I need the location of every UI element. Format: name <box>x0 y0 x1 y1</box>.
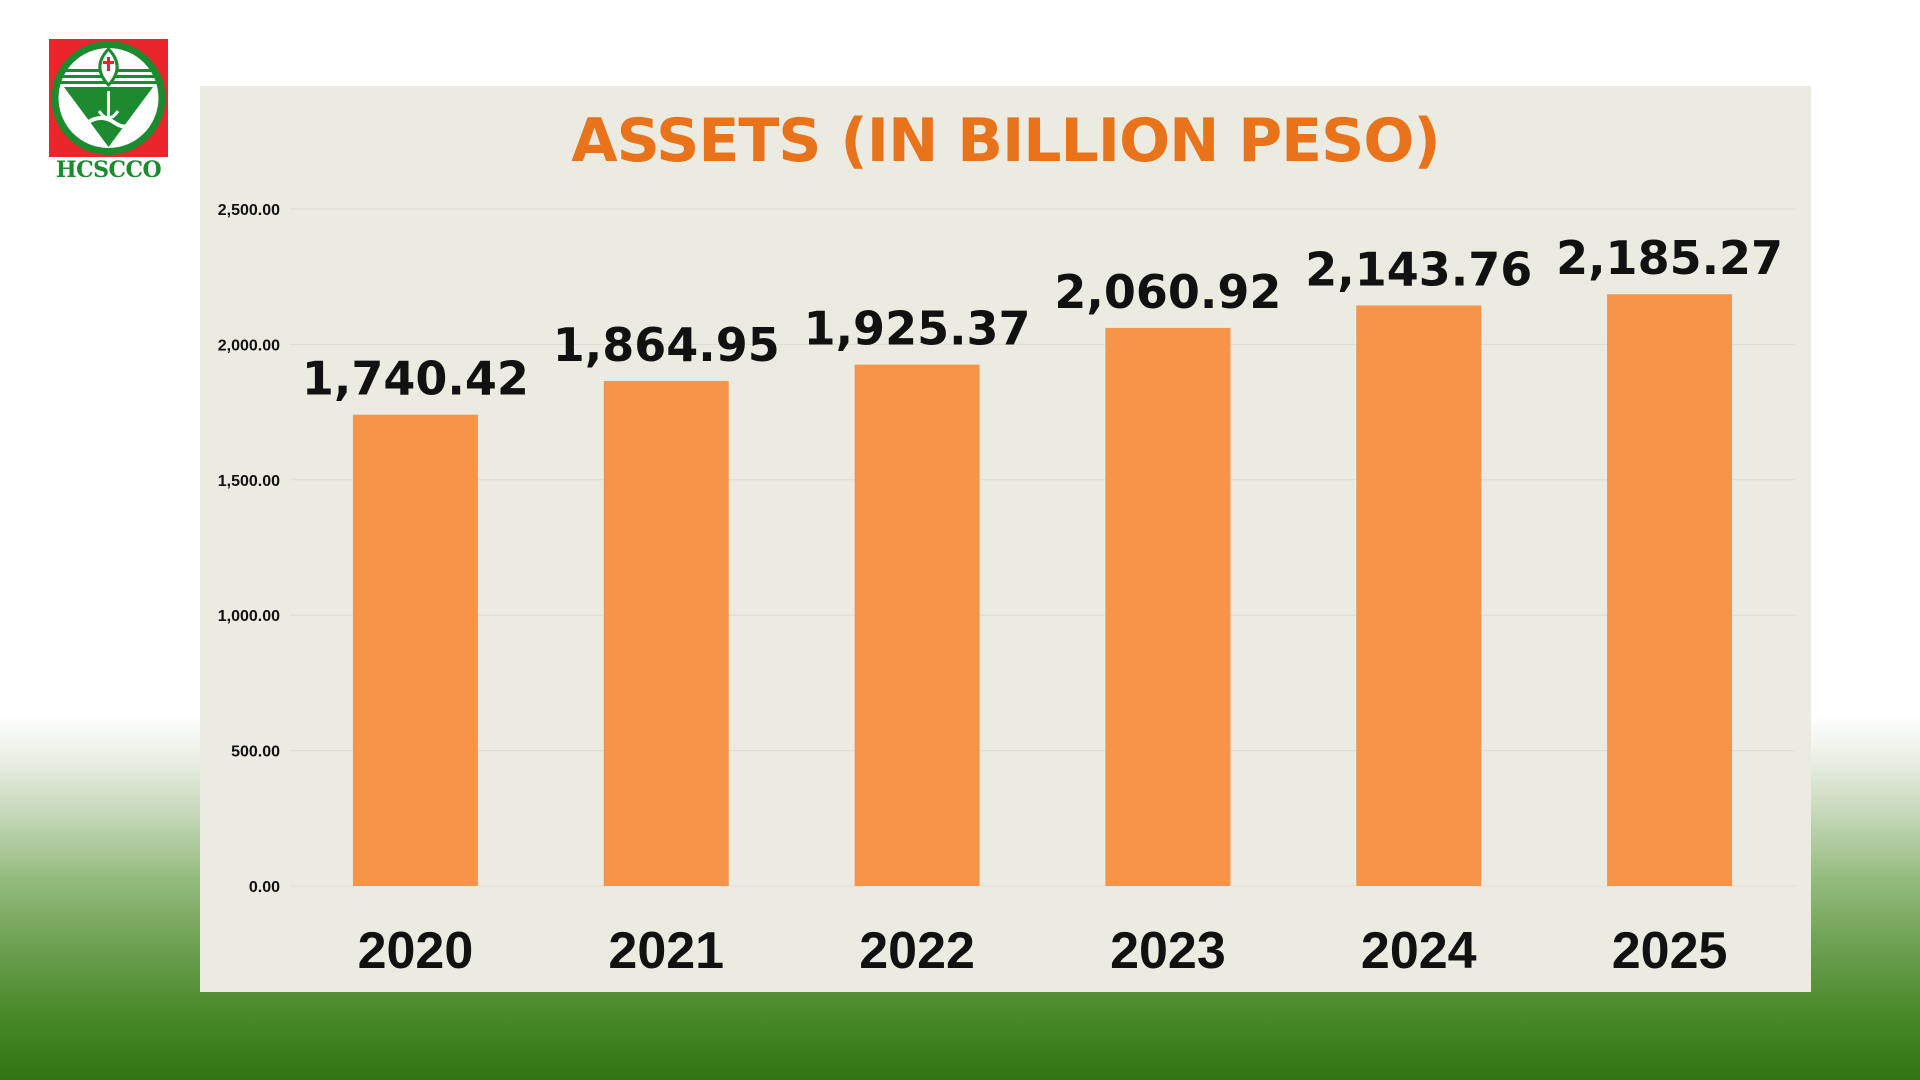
logo-text: HCSCCO <box>55 157 162 183</box>
bar-chart: 0.00 500.00 1,000.00 1,500.00 2,000.00 2,500.… <box>218 202 1795 980</box>
data-label: 1,864.95 <box>553 318 780 372</box>
x-tick-label: 2022 <box>859 922 975 980</box>
data-label: 1,740.42 <box>302 352 529 406</box>
y-tick-label: 2,500.00 <box>218 202 280 219</box>
data-label: 1,925.37 <box>804 302 1031 356</box>
x-tick-label: 2023 <box>1110 922 1226 980</box>
data-label: 2,060.92 <box>1054 265 1281 319</box>
logo-emblem-icon <box>49 39 168 157</box>
x-tick-label: 2025 <box>1612 922 1728 980</box>
x-tick-label: 2024 <box>1361 922 1477 980</box>
y-tick-label: 500.00 <box>231 744 280 761</box>
chart-title: ASSETS (IN BILLION PESO) <box>571 106 1441 176</box>
bar <box>1607 294 1733 886</box>
bar <box>603 380 729 886</box>
bar <box>1356 305 1482 886</box>
data-label: 2,185.27 <box>1556 231 1783 285</box>
hcscco-logo: HCSCCO <box>49 39 168 185</box>
y-tick-label: 2,000.00 <box>218 337 280 354</box>
y-tick-label: 0.00 <box>249 879 280 896</box>
bar <box>1105 327 1231 887</box>
chart-panel: ASSETS (IN BILLION PESO) 0.00 500.00 1,000… <box>200 86 1811 992</box>
x-tick-label: 2021 <box>608 922 724 980</box>
x-tick-label: 2020 <box>358 922 474 980</box>
bar <box>854 364 980 886</box>
data-label: 2,143.76 <box>1305 242 1532 296</box>
bar <box>352 414 478 886</box>
y-tick-label: 1,500.00 <box>218 473 280 490</box>
y-tick-label: 1,000.00 <box>218 608 280 625</box>
